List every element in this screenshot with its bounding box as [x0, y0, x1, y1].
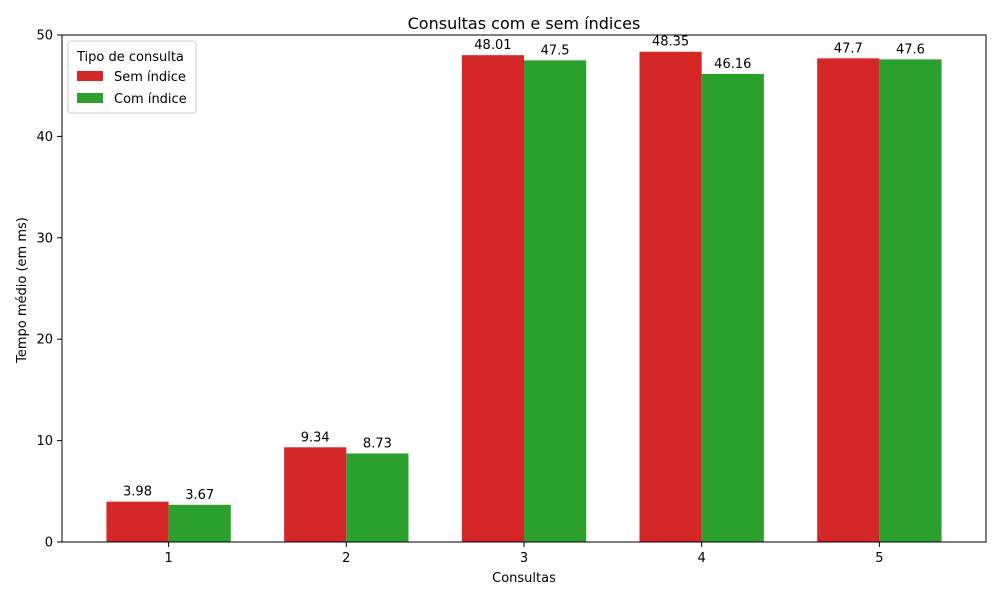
bar-value-label: 46.16: [714, 57, 751, 72]
bar-labels-group: 3.98 3.67 9.34 8.73 48.01 47.5 48.35 46.16 47.7 4…: [123, 35, 925, 503]
bar-sem-indice-4: [639, 51, 702, 543]
y-tick-label: 20: [36, 333, 53, 348]
x-tick-label: 2: [342, 551, 350, 566]
bar-value-label: 3.98: [123, 485, 152, 500]
bar-value-label: 47.5: [541, 43, 570, 58]
x-axis: 1 2 3 4 5: [164, 542, 884, 566]
y-tick-label: 40: [36, 130, 53, 145]
bar-sem-indice-2: [284, 447, 347, 542]
plot-frame: [61, 34, 987, 543]
x-tick-label: 1: [164, 551, 172, 566]
x-tick-label: 5: [875, 551, 883, 566]
legend-swatch-sem-indice: [77, 71, 103, 81]
bar-value-label: 9.34: [301, 430, 330, 445]
y-tick-label: 10: [36, 434, 53, 449]
bar-com-indice-2: [346, 453, 409, 542]
y-tick-label: 50: [36, 29, 53, 44]
legend: Tipo de consulta Sem índice Com índice: [67, 40, 197, 114]
x-axis-label: Consultas: [492, 571, 556, 586]
bar-sem-indice-3: [461, 55, 524, 543]
legend-label-sem-indice: Sem índice: [114, 70, 186, 85]
bars-group: [106, 51, 942, 543]
bar-sem-indice-1: [106, 501, 169, 542]
bar-value-label: 47.6: [896, 42, 925, 57]
y-axis-label: Tempo médio (em ms): [15, 217, 30, 364]
y-tick-label: 0: [45, 536, 53, 551]
bar-value-label: 48.35: [652, 35, 689, 50]
chart-title: Consultas com e sem índices: [408, 14, 641, 33]
legend-swatch-com-indice: [77, 93, 103, 103]
y-tick-label: 30: [36, 231, 53, 246]
bar-sem-indice-5: [817, 58, 880, 543]
bar-value-label: 47.7: [834, 41, 863, 56]
bar-com-indice-4: [701, 73, 764, 543]
bar-value-label: 8.73: [363, 436, 392, 451]
bar-com-indice-1: [168, 504, 231, 542]
x-tick-label: 3: [520, 551, 528, 566]
bar-com-indice-5: [879, 59, 942, 542]
legend-title: Tipo de consulta: [76, 50, 184, 65]
legend-label-com-indice: Com índice: [114, 92, 187, 107]
bar-com-indice-3: [524, 60, 587, 542]
y-axis: 0 10 20 30 40 50: [36, 29, 62, 551]
x-tick-label: 4: [698, 551, 706, 566]
bar-value-label: 48.01: [474, 38, 511, 53]
bar-value-label: 3.67: [185, 488, 214, 503]
